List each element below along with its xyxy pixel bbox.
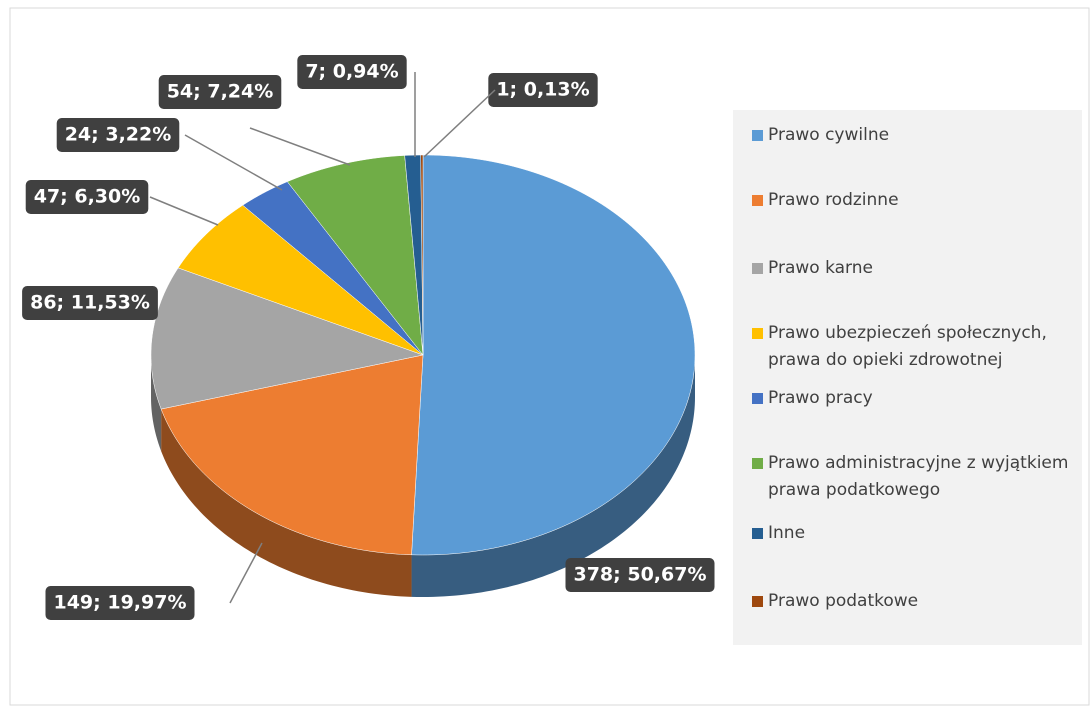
legend-swatch — [752, 263, 763, 274]
leader-line — [423, 89, 496, 158]
legend-label: Prawo pracy — [768, 388, 873, 408]
data-label: 54; 7,24% — [158, 75, 282, 109]
data-label-text: 54; 7,24% — [167, 81, 274, 103]
legend-swatch — [752, 528, 763, 539]
slice-side — [151, 355, 162, 452]
data-label: 7; 0,94% — [297, 55, 407, 89]
legend-swatch — [752, 130, 763, 141]
legend-entry: Prawo rodzinne — [752, 187, 1072, 214]
legend-label: Prawo administracyjne z wyjątkiem prawa … — [768, 453, 1069, 500]
slice-side — [161, 409, 412, 597]
slice — [160, 354, 424, 556]
slice — [411, 154, 696, 556]
leader-line — [249, 127, 351, 166]
legend-swatch — [752, 195, 763, 206]
data-label-text: 7; 0,94% — [305, 61, 398, 83]
data-label-box — [297, 55, 407, 89]
legend-entry: Prawo pracy — [752, 385, 1072, 412]
data-label-box — [56, 118, 180, 152]
data-label: 1; 0,13% — [488, 73, 598, 107]
legend-entry: Prawo administracyjne z wyjątkiem prawa … — [752, 450, 1072, 504]
chart-border — [9, 7, 1090, 706]
legend-label: Inne — [768, 523, 806, 543]
data-label-box — [25, 180, 149, 214]
legend-label: Prawo ubezpieczeń społecznych, prawa do … — [768, 323, 1047, 370]
legend-swatch — [752, 458, 763, 469]
legend-entry: Prawo podatkowe — [752, 588, 1072, 615]
data-label-text: 47; 6,30% — [34, 186, 141, 208]
leader-line — [149, 196, 219, 226]
legend-swatch — [752, 328, 763, 339]
data-label: 86; 11,53% — [22, 286, 158, 320]
legend-label: Prawo rodzinne — [768, 190, 899, 210]
legend-label: Prawo karne — [768, 258, 873, 278]
leader-line — [229, 542, 263, 604]
legend-swatch — [752, 393, 763, 404]
legend-entry: Inne — [752, 520, 1072, 547]
data-label-text: 1; 0,13% — [496, 79, 589, 101]
data-label-box — [22, 286, 158, 320]
legend-entry: Prawo karne — [752, 255, 1072, 282]
legend-entry: Prawo cywilne — [752, 122, 1072, 149]
slice — [286, 155, 424, 356]
data-label-text: 378; 50,67% — [573, 564, 706, 586]
data-label-text: 86; 11,53% — [30, 292, 150, 314]
data-label: 47; 6,30% — [25, 180, 149, 214]
data-label-box — [45, 586, 195, 620]
slice — [242, 181, 424, 356]
slice — [150, 267, 424, 410]
data-label: 149; 19,97% — [45, 586, 195, 620]
data-label-box — [158, 75, 282, 109]
legend-entry: Prawo ubezpieczeń społecznych, prawa do … — [752, 320, 1072, 374]
data-label: 378; 50,67% — [565, 558, 715, 592]
slice — [177, 204, 424, 356]
data-label-text: 24; 3,22% — [65, 124, 172, 146]
slice — [420, 154, 424, 356]
legend: Prawo cywilne Prawo rodzinne Prawo karne Pr… — [733, 110, 1082, 645]
data-label-box — [565, 558, 715, 592]
slice-side — [411, 355, 695, 597]
legend-label: Prawo podatkowe — [768, 591, 919, 611]
legend-swatch — [752, 596, 763, 607]
data-label-box — [488, 73, 598, 107]
data-label: 24; 3,22% — [56, 118, 180, 152]
leader-line — [184, 134, 283, 191]
data-label-text: 149; 19,97% — [53, 592, 186, 614]
legend-label: Prawo cywilne — [768, 125, 890, 145]
